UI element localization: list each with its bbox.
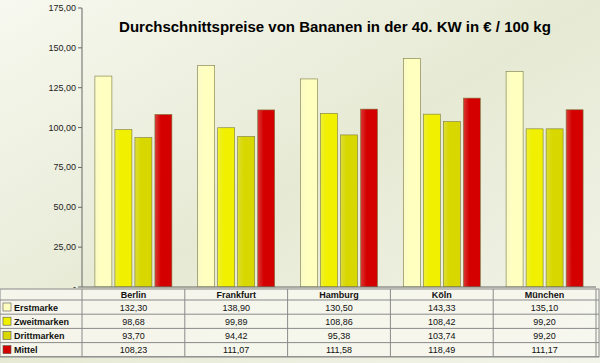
table-value: 111,17	[531, 345, 557, 355]
tick-label: 100,00	[48, 123, 76, 133]
table-value: 94,42	[225, 331, 248, 341]
bar	[135, 138, 152, 287]
title: Durchschnittspreise von Bananen in der 4…	[119, 18, 551, 35]
bar	[95, 76, 112, 287]
legend-label: Mittel	[14, 345, 38, 355]
table-line	[493, 289, 494, 357]
category-label: München	[525, 290, 565, 300]
legend-swatch	[3, 303, 11, 311]
background	[0, 0, 600, 363]
table-line	[0, 314, 599, 315]
bar	[443, 122, 460, 287]
table-line	[0, 300, 599, 301]
y-axis	[82, 8, 83, 287]
bar	[301, 79, 318, 287]
table-value: 118,49	[428, 345, 455, 355]
tick-mark	[78, 287, 82, 288]
bar	[115, 130, 132, 287]
table-line	[596, 289, 597, 357]
bar	[258, 110, 275, 287]
tick-label: 25,00	[53, 242, 76, 252]
table-value: 138,90	[222, 303, 250, 313]
table-value: 132,30	[120, 303, 148, 313]
tick-label: 75,00	[53, 162, 76, 172]
table-line	[390, 289, 391, 357]
bar	[218, 128, 235, 287]
legend-label: Erstmarke	[14, 303, 58, 313]
tick-mark	[78, 8, 82, 9]
tick-mark	[78, 87, 82, 88]
table-line	[82, 289, 83, 357]
bar	[566, 110, 583, 287]
bar	[506, 72, 523, 287]
table-line	[184, 289, 185, 357]
bar	[155, 114, 172, 287]
table-line	[0, 356, 599, 357]
table-value: 111,58	[326, 345, 352, 355]
tick-label: 125,00	[48, 83, 76, 93]
tick-mark	[78, 247, 82, 248]
bar	[526, 129, 543, 287]
tick-label: 50,00	[53, 202, 76, 212]
tick-mark	[78, 207, 82, 208]
x-axis	[82, 287, 596, 288]
legend-label: Drittmarken	[14, 331, 65, 341]
table-value: 93,70	[122, 331, 145, 341]
table-line	[0, 342, 599, 343]
table-value: 108,86	[325, 317, 353, 327]
legend-swatch	[3, 346, 11, 354]
table-value: 130,50	[325, 303, 353, 313]
category-label: Berlin	[121, 290, 147, 300]
table-value: 99,20	[533, 317, 556, 327]
table-line	[0, 328, 599, 329]
legend-label: Zweitmarken	[14, 317, 69, 327]
legend-swatch	[3, 317, 11, 325]
bar	[238, 136, 255, 287]
table-value: 98,68	[122, 317, 145, 327]
table-value: 111,07	[223, 345, 249, 355]
tick-label: 150,00	[48, 43, 76, 53]
bars	[95, 58, 583, 287]
tick-mark	[78, 127, 82, 128]
legend-swatch	[3, 331, 11, 339]
data-table	[0, 289, 599, 357]
bar	[361, 109, 378, 287]
table-value: 108,23	[120, 345, 148, 355]
table-value: 99,20	[533, 331, 556, 341]
category-label: Köln	[432, 290, 452, 300]
category-label: Frankfurt	[216, 290, 256, 300]
bar	[463, 98, 480, 287]
bar	[546, 129, 563, 287]
table-line	[287, 289, 288, 357]
bar	[341, 135, 358, 287]
tick-mark	[78, 167, 82, 168]
category-label: Hamburg	[319, 290, 359, 300]
table-value: 135,10	[531, 303, 559, 313]
table-value: 95,38	[328, 331, 351, 341]
table-value: 99,89	[225, 317, 248, 327]
table-value: 103,74	[428, 331, 456, 341]
table-value: 108,42	[428, 317, 456, 327]
bar	[403, 58, 420, 287]
bar	[321, 113, 338, 287]
tick-mark	[78, 47, 82, 48]
table-value: 143,33	[428, 303, 456, 313]
bar	[423, 114, 440, 287]
bar	[198, 66, 215, 287]
tick-label: 175,00	[48, 3, 76, 13]
chart: Durchschnittspreise von Bananen in der 4…	[0, 0, 600, 363]
